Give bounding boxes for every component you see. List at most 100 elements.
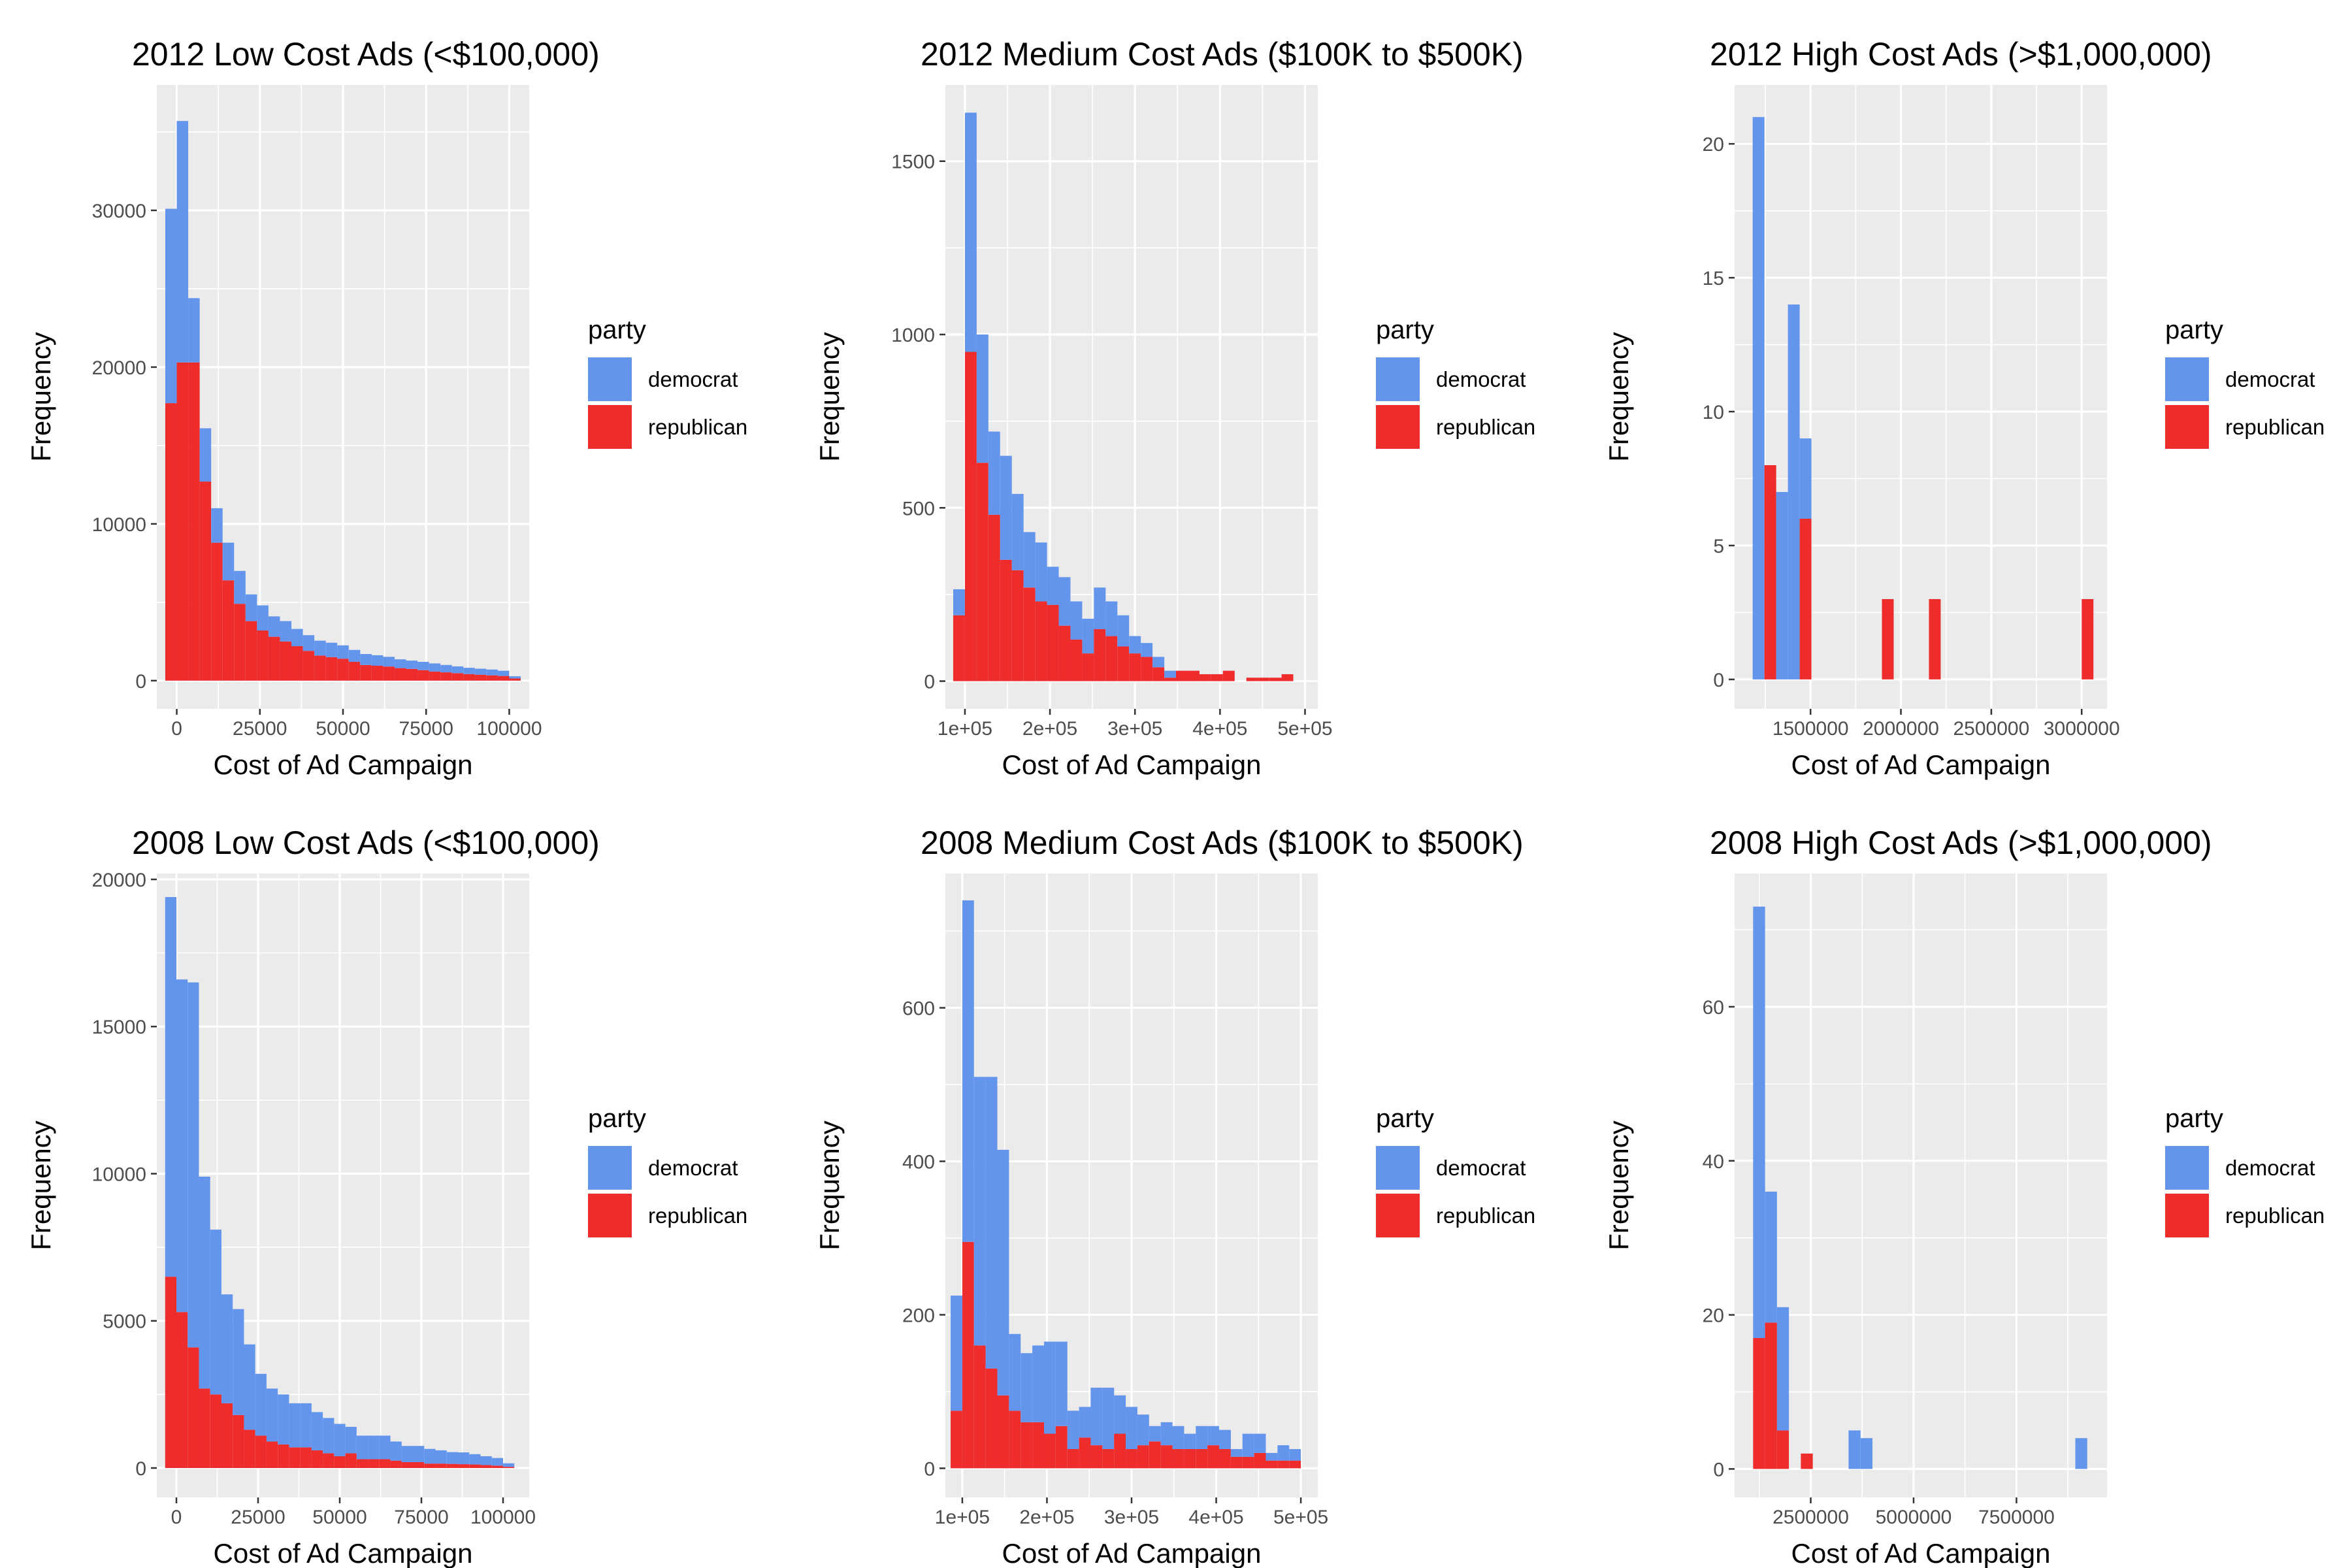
bar-democrat bbox=[429, 663, 441, 672]
bar-republican bbox=[2082, 598, 2094, 679]
bar-democrat bbox=[406, 661, 418, 669]
x-axis: 0 25000 50000 75000 100000 bbox=[171, 709, 542, 740]
bar-republican bbox=[1067, 1448, 1079, 1469]
y-tick-label: 20 bbox=[1703, 134, 1724, 155]
y-tick-label: 500 bbox=[902, 498, 935, 519]
bar-republican bbox=[360, 664, 372, 681]
bar-democrat bbox=[502, 1463, 515, 1467]
bar-democrat bbox=[371, 655, 384, 666]
x-axis: 2500000 5000000 7500000 bbox=[1772, 1497, 2055, 1528]
bar-republican bbox=[348, 662, 361, 681]
bar-democrat bbox=[1152, 657, 1165, 668]
bar-democrat bbox=[291, 629, 303, 647]
bar-democrat bbox=[1788, 304, 1800, 679]
bar-republican bbox=[1047, 604, 1059, 681]
bar-democrat bbox=[188, 298, 200, 363]
bar-democrat bbox=[394, 659, 406, 668]
bar-republican bbox=[233, 1414, 244, 1468]
bar-republican bbox=[390, 1460, 402, 1468]
bar-republican bbox=[1753, 1337, 1765, 1469]
bar-republican bbox=[988, 514, 1000, 681]
legend-label-democrat: democrat bbox=[648, 367, 738, 391]
bar-democrat bbox=[1164, 670, 1177, 678]
bar-republican bbox=[1882, 598, 1894, 679]
bar-democrat bbox=[280, 621, 292, 642]
bar-republican bbox=[451, 673, 464, 681]
legend-swatch-republican bbox=[1376, 1194, 1420, 1237]
bar-democrat bbox=[1753, 906, 1765, 1338]
bar-republican bbox=[356, 1459, 368, 1468]
bar-democrat bbox=[451, 666, 464, 674]
bar-democrat bbox=[1055, 1341, 1068, 1426]
x-tick-label: 5e+05 bbox=[1277, 718, 1332, 740]
y-tick-label: 20000 bbox=[92, 357, 146, 379]
legend-swatch-republican bbox=[2165, 1194, 2209, 1237]
histogram-bars bbox=[953, 112, 1294, 681]
bar-democrat bbox=[417, 662, 429, 670]
bar-republican bbox=[221, 1403, 233, 1468]
bar-republican bbox=[383, 666, 395, 681]
bar-democrat bbox=[474, 668, 487, 675]
y-tick-label: 0 bbox=[135, 671, 146, 693]
bar-republican bbox=[1242, 1456, 1254, 1469]
bar-republican bbox=[951, 1411, 962, 1469]
bar-democrat bbox=[1289, 1448, 1301, 1461]
bar-democrat bbox=[233, 1309, 244, 1415]
bar-democrat bbox=[1117, 615, 1130, 647]
bar-democrat bbox=[1141, 643, 1153, 657]
bar-republican bbox=[491, 1465, 503, 1468]
y-tick-label: 400 bbox=[902, 1151, 935, 1173]
y-tick-label: 10000 bbox=[92, 514, 146, 536]
x-tick-label: 0 bbox=[171, 1507, 182, 1528]
bar-republican bbox=[964, 351, 977, 681]
x-axis: 1e+05 2e+05 3e+05 4e+05 5e+05 bbox=[935, 1497, 1328, 1528]
bar-republican bbox=[291, 646, 303, 681]
histogram-bars bbox=[1753, 906, 2087, 1469]
bar-democrat bbox=[300, 1403, 312, 1448]
y-tick-label: 10000 bbox=[92, 1164, 146, 1185]
bar-democrat bbox=[268, 616, 280, 637]
bar-democrat bbox=[1254, 1433, 1266, 1453]
y-axis-title: Frequency bbox=[814, 332, 845, 461]
bar-republican bbox=[1199, 674, 1211, 681]
x-tick-label: 5e+05 bbox=[1273, 1507, 1328, 1528]
bar-democrat bbox=[278, 1394, 289, 1445]
bar-democrat bbox=[311, 1412, 323, 1450]
bar-republican bbox=[1196, 1448, 1208, 1469]
bar-republican bbox=[1246, 678, 1258, 681]
y-tick-label: 1000 bbox=[891, 325, 935, 346]
bar-democrat bbox=[221, 1294, 233, 1403]
chart-title: 2008 High Cost Ads (>$1,000,000) bbox=[1710, 825, 2212, 861]
bar-republican bbox=[234, 604, 246, 681]
bar-democrat bbox=[1011, 494, 1024, 570]
y-tick-label: 5 bbox=[1713, 536, 1724, 557]
legend-label-democrat: democrat bbox=[1436, 1156, 1526, 1180]
bar-republican bbox=[176, 1312, 188, 1468]
bar-democrat bbox=[255, 1373, 267, 1436]
bar-democrat bbox=[188, 982, 199, 1348]
bar-republican bbox=[985, 1368, 998, 1469]
histogram-bars bbox=[165, 121, 521, 681]
bar-democrat bbox=[1196, 1426, 1208, 1449]
bar-republican bbox=[345, 1453, 357, 1468]
chart-panel-5: 1e+05 2e+05 3e+05 4e+05 5e+05 0 200 400 600 2008 … bbox=[814, 825, 1535, 1568]
bar-republican bbox=[1289, 1460, 1301, 1469]
bar-democrat bbox=[222, 542, 235, 581]
bar-democrat bbox=[1126, 1407, 1137, 1449]
legend-swatch-democrat bbox=[588, 1146, 632, 1190]
bar-republican bbox=[1219, 1448, 1231, 1469]
bar-republican bbox=[323, 1453, 335, 1468]
chart-title: 2012 Low Cost Ads (<$100,000) bbox=[132, 36, 600, 73]
x-tick-label: 25000 bbox=[233, 718, 287, 740]
x-tick-label: 4e+05 bbox=[1192, 718, 1247, 740]
bar-democrat bbox=[1160, 1422, 1173, 1446]
bar-republican bbox=[1184, 1448, 1196, 1469]
x-tick-label: 7500000 bbox=[1978, 1507, 2055, 1528]
y-axis-title: Frequency bbox=[25, 1120, 56, 1250]
y-tick-label: 60 bbox=[1703, 997, 1724, 1019]
bar-republican bbox=[1207, 1445, 1220, 1469]
